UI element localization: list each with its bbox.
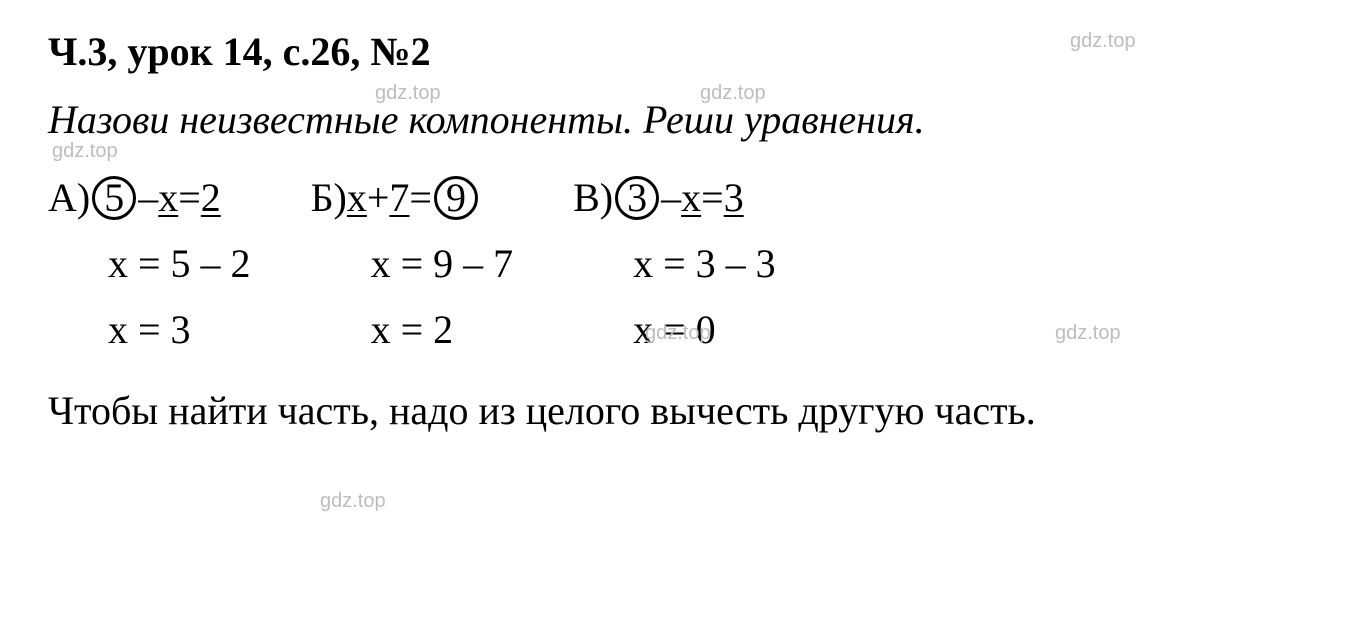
equation-step: х = 9 – 7 <box>371 235 514 293</box>
equations-container: А) 5 – х = 2 х = 5 – 2 х = 3 Б) х + 7 = … <box>48 169 1316 359</box>
equation-c-line3: х = 0 <box>573 301 776 359</box>
result-value: 3 <box>724 169 744 227</box>
equation-a-label: А) <box>48 169 90 227</box>
equation-solution: х = 0 <box>633 301 716 359</box>
equation-b-line2: х = 9 – 7 <box>311 235 514 293</box>
plus-sign: + <box>367 169 390 227</box>
circled-number: 5 <box>92 176 136 220</box>
equation-b-line1: Б) х + 7 = 9 <box>311 169 514 227</box>
equation-step: х = 3 – 3 <box>633 235 776 293</box>
equation-c-line2: х = 3 – 3 <box>573 235 776 293</box>
equation-a: А) 5 – х = 2 х = 5 – 2 х = 3 <box>48 169 251 359</box>
circled-number: 3 <box>615 176 659 220</box>
equation-c-label: В) <box>573 169 613 227</box>
equation-b: Б) х + 7 = 9 х = 9 – 7 х = 2 <box>311 169 514 359</box>
equals-sign: = <box>409 169 432 227</box>
watermark-text: gdz.top <box>320 490 386 513</box>
minus-sign: – <box>138 169 158 227</box>
instruction-text: Назови неизвестные компоненты. Реши урав… <box>48 93 1316 147</box>
equation-b-label: Б) <box>311 169 347 227</box>
equation-solution: х = 2 <box>371 301 454 359</box>
equation-a-line1: А) 5 – х = 2 <box>48 169 251 227</box>
circled-number: 9 <box>434 176 478 220</box>
equals-sign: = <box>178 169 201 227</box>
equation-c: В) 3 – х = 3 х = 3 – 3 х = 0 <box>573 169 776 359</box>
addend-value: 7 <box>389 169 409 227</box>
equation-step: х = 5 – 2 <box>108 235 251 293</box>
equation-a-line3: х = 3 <box>48 301 251 359</box>
variable-x: х <box>681 169 701 227</box>
result-value: 2 <box>201 169 221 227</box>
page-heading: Ч.3, урок 14, с.26, №2 <box>48 28 1316 75</box>
explanation-text: Чтобы найти часть, надо из целого вычест… <box>48 383 1316 439</box>
minus-sign: – <box>661 169 681 227</box>
equation-solution: х = 3 <box>108 301 191 359</box>
equation-b-line3: х = 2 <box>311 301 514 359</box>
variable-x: х <box>158 169 178 227</box>
equation-a-line2: х = 5 – 2 <box>48 235 251 293</box>
equation-c-line1: В) 3 – х = 3 <box>573 169 776 227</box>
equals-sign: = <box>701 169 724 227</box>
variable-x: х <box>347 169 367 227</box>
